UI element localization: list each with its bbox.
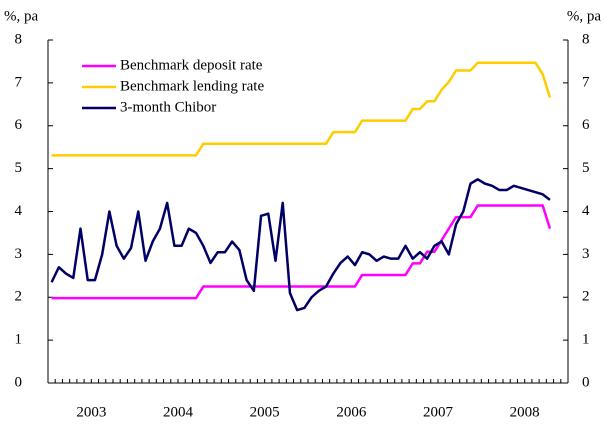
y-tick-label: 2	[15, 289, 23, 305]
series-line	[51, 61, 552, 157]
y-axis-label: %, pa	[4, 8, 38, 24]
y2-tick-label: 6	[582, 117, 590, 133]
y2-tick-label: 7	[582, 74, 590, 90]
y2-tick-label: 4	[582, 203, 590, 219]
x-tick-label: 2004	[163, 404, 194, 420]
y-tick-label: 5	[15, 160, 23, 176]
y-tick-label: 0	[15, 374, 23, 390]
y-tick-label: 4	[15, 203, 23, 219]
y2-tick-label: 5	[582, 160, 590, 176]
x-tick-label: 2005	[250, 404, 280, 420]
x-tick-label: 2008	[510, 404, 540, 420]
y-tick-label: 3	[15, 246, 23, 262]
y2-axis-label: %, pa	[567, 8, 601, 24]
x-tick-label: 2006	[336, 404, 367, 420]
legend-label: 3-month Chibor	[120, 99, 216, 115]
y-tick-label: 6	[15, 117, 23, 133]
series-line	[50, 178, 551, 312]
y2-tick-label: 8	[582, 31, 590, 47]
y2-tick-label: 2	[582, 289, 590, 305]
y-tick-label: 7	[15, 74, 23, 90]
y-tick-label: 8	[15, 31, 23, 47]
legend-label: Benchmark lending rate	[120, 78, 264, 94]
x-tick-label: 2007	[423, 404, 454, 420]
y2-tick-label: 1	[582, 332, 590, 348]
y2-tick-label: 3	[582, 246, 590, 262]
y2-tick-label: 0	[582, 374, 590, 390]
y-tick-label: 1	[15, 332, 23, 348]
legend-label: Benchmark deposit rate	[120, 57, 263, 73]
series-line	[51, 204, 552, 300]
x-tick-label: 2003	[76, 404, 106, 420]
